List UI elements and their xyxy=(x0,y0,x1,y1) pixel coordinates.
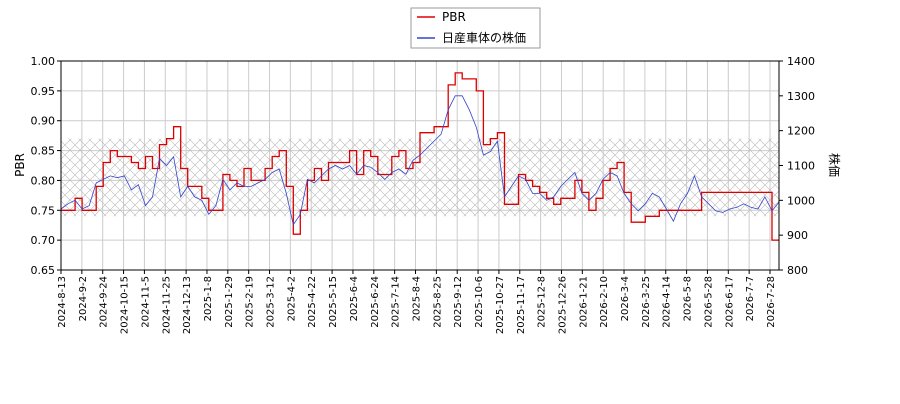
y-left-tick-label: 0.85 xyxy=(31,145,56,158)
y-right-tick-label: 800 xyxy=(787,264,808,277)
x-tick-label: 2025-4-2 xyxy=(286,276,297,321)
y-right-tick-label: 1300 xyxy=(787,90,815,103)
x-tick-label: 2025-10-6 xyxy=(474,276,485,328)
x-tick-label: 2025-11-17 xyxy=(516,276,527,334)
x-tick-label: 2024-11-25 xyxy=(161,276,172,334)
x-axis: 2024-8-13 2024-9-2 2024-9-24 2024-10-15 2024… xyxy=(57,270,777,334)
x-tick-label: 2025-2-19 xyxy=(245,276,256,328)
series-line-price xyxy=(61,95,779,226)
x-tick-label: 2024-11-5 xyxy=(140,276,151,328)
x-tick-label: 2026-1-21 xyxy=(578,276,589,328)
x-tick-label: 2026-5-8 xyxy=(683,276,694,321)
x-tick-label: 2026-4-14 xyxy=(662,276,673,328)
y-left-tick-label: 0.70 xyxy=(31,234,56,247)
x-tick-label: 2026-3-25 xyxy=(641,276,652,328)
y-left-tick-label: 0.95 xyxy=(31,85,56,98)
x-tick-label: 2026-2-10 xyxy=(599,276,610,328)
y-axis-right: 800 900 1000 1100 1200 1300 1400 xyxy=(779,55,815,277)
x-tick-label: 2026-5-28 xyxy=(703,276,714,328)
legend: PBR 日産車体の株価 xyxy=(410,7,541,49)
x-tick-label: 2025-4-22 xyxy=(307,276,318,328)
x-tick-label: 2026-6-17 xyxy=(724,276,735,328)
x-tick-label: 2025-6-24 xyxy=(370,276,381,328)
y-axis-right-label: 株価 xyxy=(827,153,842,177)
x-tick-label: 2025-12-26 xyxy=(557,276,568,334)
x-tick-label: 2025-7-14 xyxy=(391,276,402,328)
y-axis-left: 0.65 0.70 0.75 0.80 0.85 0.90 0.95 1.00 xyxy=(31,55,61,277)
y-left-tick-label: 1.00 xyxy=(31,55,56,68)
legend-box xyxy=(410,7,541,49)
legend-label-pbr: PBR xyxy=(442,10,466,24)
y-right-tick-label: 1400 xyxy=(787,55,815,68)
x-tick-label: 2025-1-8 xyxy=(203,276,214,321)
x-tick-label: 2025-8-25 xyxy=(432,276,443,328)
x-tick-label: 2024-10-15 xyxy=(120,276,131,334)
x-tick-label: 2025-9-12 xyxy=(453,276,464,328)
y-left-tick-label: 0.75 xyxy=(31,204,56,217)
x-tick-label: 2024-9-24 xyxy=(99,276,110,328)
x-tick-label: 2025-12-8 xyxy=(537,276,548,328)
y-left-tick-label: 0.80 xyxy=(31,174,56,187)
x-tick-label: 2025-8-4 xyxy=(412,276,423,321)
x-tick-label: 2024-12-13 xyxy=(182,276,193,334)
y-left-tick-label: 0.65 xyxy=(31,264,56,277)
x-tick-label: 2025-10-27 xyxy=(495,276,506,334)
y-axis-left-label: PBR xyxy=(13,153,27,177)
series-layer xyxy=(61,72,779,241)
y-right-tick-label: 900 xyxy=(787,229,808,242)
y-right-tick-label: 1000 xyxy=(787,194,815,207)
x-tick-label: 2026-3-4 xyxy=(620,276,631,321)
x-tick-label: 2025-5-15 xyxy=(328,276,339,328)
y-left-tick-label: 0.90 xyxy=(31,115,56,128)
x-tick-label: 2025-3-12 xyxy=(266,276,277,328)
y-right-tick-label: 1200 xyxy=(787,125,815,138)
x-tick-label: 2026-7-28 xyxy=(766,276,777,328)
series-line-pbr xyxy=(61,72,779,241)
x-tick-label: 2024-9-2 xyxy=(78,276,89,321)
x-tick-label: 2024-8-13 xyxy=(57,276,68,328)
legend-label-price: 日産車体の株価 xyxy=(442,30,526,45)
y-right-tick-label: 1100 xyxy=(787,160,815,173)
x-tick-label: 2025-6-4 xyxy=(349,276,360,321)
x-tick-label: 2026-7-7 xyxy=(745,276,756,321)
x-tick-label: 2025-1-29 xyxy=(224,276,235,328)
